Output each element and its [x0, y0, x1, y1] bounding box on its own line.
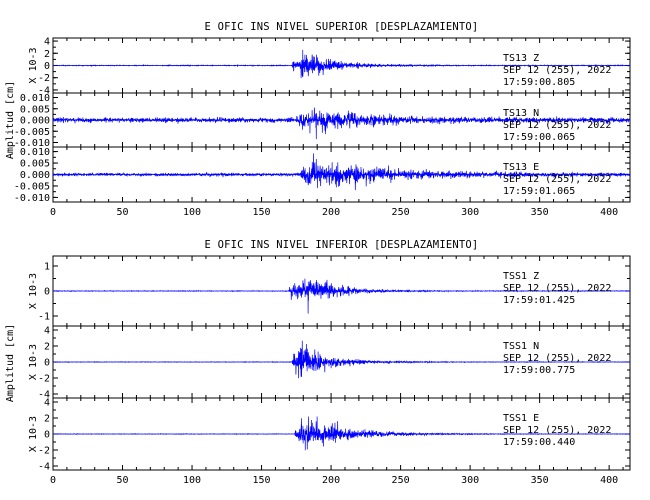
x-tick-label: 400	[600, 207, 618, 218]
date-label: SEP 12 (255), 2022	[503, 174, 611, 185]
station-label: TS13 N	[503, 108, 539, 119]
y-tick-label: -0.010	[14, 138, 50, 149]
y-tick-label: 0	[44, 358, 50, 369]
chart-panel-1: E OFIC INS NIVEL SUPERIOR [DESPLAZAMIENT…	[5, 21, 631, 218]
y-tick-label: 0	[44, 430, 50, 441]
waveform-line	[52, 49, 631, 79]
x-tick-label: 400	[600, 475, 618, 486]
time-label: 17:59:00.775	[503, 365, 575, 376]
y-tick-label: 0	[44, 61, 50, 72]
y-tick-label: 2	[44, 342, 50, 353]
chart-title: E OFIC INS NIVEL SUPERIOR [DESPLAZAMIENT…	[205, 21, 479, 33]
x-tick-label: 0	[50, 207, 56, 218]
date-label: SEP 12 (255), 2022	[503, 283, 611, 294]
y-tick-label: -2	[38, 446, 50, 457]
time-label: 17:59:01.065	[503, 186, 575, 197]
y-tick-label: 1	[44, 262, 50, 273]
x-tick-label: 100	[183, 207, 201, 218]
y-axis-label: Amplitud [cm]	[5, 81, 16, 159]
y-tick-label: -4	[38, 85, 50, 96]
y-tick-label: -4	[38, 462, 50, 473]
x-tick-label: 50	[116, 207, 128, 218]
y-tick-label: 0.005	[20, 104, 50, 115]
y-tick-label: -0.005	[14, 181, 50, 192]
y-tick-label: 4	[44, 326, 50, 337]
x-tick-label: 250	[392, 207, 410, 218]
x-tick-label: 150	[253, 207, 271, 218]
y-tick-label: -0.010	[14, 193, 50, 204]
chart-title: E OFIC INS NIVEL INFERIOR [DESPLAZAMIENT…	[205, 239, 479, 251]
x-tick-label: 200	[322, 207, 340, 218]
x-tick-label: 100	[183, 475, 201, 486]
x-tick-label: 50	[116, 475, 128, 486]
y-tick-label: 0.000	[20, 170, 50, 181]
waveform-line	[52, 153, 631, 191]
station-label: TS13 Z	[503, 53, 539, 64]
scale-label: X 10-3	[28, 344, 39, 380]
station-label: TSS1 Z	[503, 271, 539, 282]
y-tick-label: 0.005	[20, 159, 50, 170]
station-label: TSS1 N	[503, 341, 539, 352]
y-tick-label: -4	[38, 390, 50, 401]
y-tick-label: 2	[44, 49, 50, 60]
chart-panel-2: E OFIC INS NIVEL INFERIOR [DESPLAZAMIENT…	[5, 239, 631, 486]
y-axis-label: Amplitud [cm]	[5, 324, 16, 402]
waveform-line	[52, 416, 630, 451]
time-label: 17:59:00.440	[503, 437, 575, 448]
x-tick-label: 300	[461, 207, 479, 218]
y-tick-label: 0.010	[20, 93, 50, 104]
x-tick-label: 300	[461, 475, 479, 486]
waveform-line	[52, 278, 631, 314]
station-label: TS13 E	[503, 162, 539, 173]
y-tick-label: 4	[44, 398, 50, 409]
time-label: 17:59:00.805	[503, 77, 575, 88]
y-tick-label: 0.000	[20, 116, 50, 127]
y-tick-label: 0.010	[20, 147, 50, 158]
date-label: SEP 12 (255), 2022	[503, 65, 611, 76]
x-tick-label: 150	[253, 475, 271, 486]
y-tick-label: 0	[44, 287, 50, 298]
waveform-line	[52, 340, 631, 379]
time-label: 17:59:01.425	[503, 295, 575, 306]
y-tick-label: -1	[38, 312, 50, 323]
time-label: 17:59:00.065	[503, 132, 575, 143]
x-tick-label: 350	[531, 475, 549, 486]
x-tick-label: 200	[322, 475, 340, 486]
station-label: TSS1 E	[503, 413, 539, 424]
scale-label: X 10-3	[28, 416, 39, 452]
x-tick-label: 350	[531, 207, 549, 218]
date-label: SEP 12 (255), 2022	[503, 120, 611, 131]
scale-label: X 10-3	[28, 47, 39, 83]
date-label: SEP 12 (255), 2022	[503, 425, 611, 436]
waveform-line	[52, 107, 631, 140]
y-tick-label: -0.005	[14, 127, 50, 138]
y-tick-label: 4	[44, 37, 50, 48]
y-tick-label: -2	[38, 374, 50, 385]
date-label: SEP 12 (255), 2022	[503, 353, 611, 364]
y-tick-label: 2	[44, 414, 50, 425]
x-tick-label: 0	[50, 475, 56, 486]
y-tick-label: -2	[38, 73, 50, 84]
scale-label: X 10-3	[28, 273, 39, 309]
x-tick-label: 250	[392, 475, 410, 486]
